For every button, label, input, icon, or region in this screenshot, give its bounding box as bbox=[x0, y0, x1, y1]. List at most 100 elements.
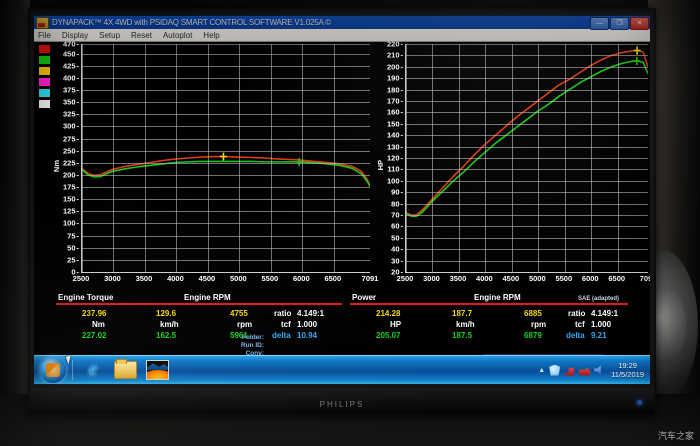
minimize-button[interactable]: — bbox=[590, 17, 609, 30]
app-icon bbox=[36, 16, 49, 29]
power-ratio-value: 4.149:1 bbox=[591, 309, 619, 318]
gridline-h bbox=[82, 174, 370, 176]
y-tick-175: 175 bbox=[63, 183, 79, 192]
monitor-screen: DYNAPACK™ 4X 4WD with PSIDAQ SMART CONTR… bbox=[34, 14, 650, 384]
power-speed-unit: km/h bbox=[456, 320, 475, 329]
gridline-h bbox=[82, 138, 370, 140]
window-controls: — ❐ ✕ bbox=[590, 17, 649, 30]
volume-icon[interactable] bbox=[594, 365, 601, 375]
legend-swatch-2[interactable] bbox=[38, 66, 51, 76]
gridline-v bbox=[82, 44, 83, 272]
gridline-h bbox=[406, 123, 648, 125]
torque-readout: Engine Torque Engine RPM 237.96 129.6 47… bbox=[34, 292, 342, 357]
power-tcf-label: tcf bbox=[575, 320, 585, 329]
computer-monitor: DYNAPACK™ 4X 4WD with PSIDAQ SMART CONTR… bbox=[28, 8, 656, 416]
cursor-marker-0[interactable] bbox=[220, 153, 227, 161]
dynapack-application-window: DYNAPACK™ 4X 4WD with PSIDAQ SMART CONTR… bbox=[34, 16, 650, 357]
menu-item-setup[interactable]: Setup bbox=[99, 30, 121, 40]
photo-icon bbox=[145, 360, 169, 380]
torque-chart[interactable]: 4704504254003753503253002752502252001751… bbox=[50, 40, 378, 292]
power-delta-value: 9.21 bbox=[591, 331, 607, 340]
gridline-v bbox=[458, 44, 460, 272]
legend-color-swatches[interactable] bbox=[38, 44, 51, 110]
window-title: DYNAPACK™ 4X 4WD with PSIDAQ SMART CONTR… bbox=[52, 18, 331, 27]
taskbar-item-internet-explorer[interactable]: e bbox=[81, 359, 105, 381]
gridline-h bbox=[406, 215, 648, 216]
gridline-v bbox=[270, 44, 272, 272]
y-tick-50: 50 bbox=[67, 243, 79, 252]
legend-swatch-1[interactable] bbox=[38, 55, 51, 65]
y-tick-200: 200 bbox=[63, 170, 79, 179]
x-tick-6000: 6000 bbox=[292, 274, 310, 283]
x-tick-5000: 5000 bbox=[230, 274, 247, 283]
menu-item-display[interactable]: Display bbox=[61, 30, 89, 40]
gridline-h bbox=[406, 203, 648, 205]
y-tick-220: 220 bbox=[387, 40, 403, 49]
y-tick-150: 150 bbox=[63, 195, 79, 204]
gridline-v bbox=[333, 44, 335, 272]
cursor-marker-1[interactable] bbox=[633, 57, 640, 65]
close-button[interactable]: ✕ bbox=[630, 17, 649, 30]
gridline-h bbox=[82, 259, 370, 261]
taskbar-item-file-explorer[interactable] bbox=[113, 359, 137, 381]
gridline-h bbox=[82, 235, 370, 237]
power-rpm-unit: rpm bbox=[531, 320, 547, 329]
menu-item-help[interactable]: Help bbox=[203, 30, 220, 40]
torque-divider bbox=[56, 303, 342, 305]
folder-icon bbox=[113, 359, 137, 379]
y-tick-210: 210 bbox=[387, 51, 403, 60]
action-center-icon[interactable] bbox=[549, 364, 561, 376]
menu-item-reset[interactable]: Reset bbox=[131, 30, 152, 40]
cursor-marker-0[interactable] bbox=[634, 47, 641, 55]
network-icon[interactable] bbox=[565, 367, 575, 376]
legend-swatch-3[interactable] bbox=[38, 77, 51, 87]
show-hidden-icons-button[interactable]: ▲ bbox=[538, 366, 546, 374]
y-tick-140: 140 bbox=[387, 131, 403, 140]
y-tick-200: 200 bbox=[387, 62, 403, 71]
gridline-v bbox=[538, 44, 540, 272]
plot-area: 4704504254003753503253002752502252001751… bbox=[34, 40, 650, 292]
y-tick-275: 275 bbox=[63, 134, 79, 143]
clock[interactable]: 19:29 11/5/2019 bbox=[609, 361, 646, 379]
menu-item-autoplot[interactable]: Autoplot bbox=[162, 30, 193, 40]
y-tick-300: 300 bbox=[63, 122, 79, 131]
y-tick-130: 130 bbox=[387, 142, 403, 151]
y-tick-70: 70 bbox=[391, 211, 403, 220]
gridline-h bbox=[406, 192, 648, 194]
y-tick-180: 180 bbox=[387, 85, 403, 94]
gridline-v bbox=[432, 44, 434, 272]
gridline-v bbox=[617, 44, 619, 272]
maximize-button[interactable]: ❐ bbox=[610, 17, 629, 30]
gridline-h bbox=[82, 162, 370, 164]
gridline-h bbox=[406, 135, 648, 137]
taskbar-item-photo-viewer[interactable] bbox=[145, 359, 169, 381]
window-titlebar[interactable]: DYNAPACK™ 4X 4WD with PSIDAQ SMART CONTR… bbox=[34, 16, 650, 30]
legend-swatch-0[interactable] bbox=[38, 44, 51, 54]
x-tick-4000: 4000 bbox=[167, 274, 184, 283]
x-tick-3000: 3000 bbox=[423, 274, 440, 283]
y-tick-60: 60 bbox=[391, 222, 403, 231]
gridline-v bbox=[113, 44, 115, 272]
watermark: 汽车之家 bbox=[657, 431, 694, 441]
menu-item-file[interactable]: File bbox=[38, 30, 51, 40]
y-tick-170: 170 bbox=[387, 97, 403, 106]
x-tick-6500: 6500 bbox=[324, 274, 342, 283]
torque-unit: Nm bbox=[92, 320, 105, 329]
gridline-h bbox=[406, 101, 648, 102]
taskbar-separator bbox=[72, 360, 73, 380]
gridline-h bbox=[406, 66, 648, 68]
readout-panel: Engine Torque Engine RPM 237.96 129.6 47… bbox=[34, 292, 650, 357]
gridline-h bbox=[406, 112, 648, 114]
gridline-h bbox=[406, 260, 648, 262]
torque-readout-title: Engine Torque bbox=[58, 293, 114, 302]
gridline-h bbox=[406, 44, 648, 45]
clock-date: 11/5/2019 bbox=[611, 370, 644, 379]
power-chart[interactable]: 220 210 200 190 180 170 160 150 140 130 120 110 100 9… bbox=[374, 40, 650, 292]
x-tick-4500: 4500 bbox=[502, 274, 520, 283]
legend-swatch-4[interactable] bbox=[38, 88, 51, 98]
legend-swatch-5[interactable] bbox=[38, 99, 51, 109]
y-tick-375: 375 bbox=[63, 86, 79, 95]
cursor-marker-1[interactable] bbox=[296, 158, 303, 166]
start-button[interactable] bbox=[40, 357, 66, 383]
network-2-icon[interactable] bbox=[579, 367, 591, 376]
